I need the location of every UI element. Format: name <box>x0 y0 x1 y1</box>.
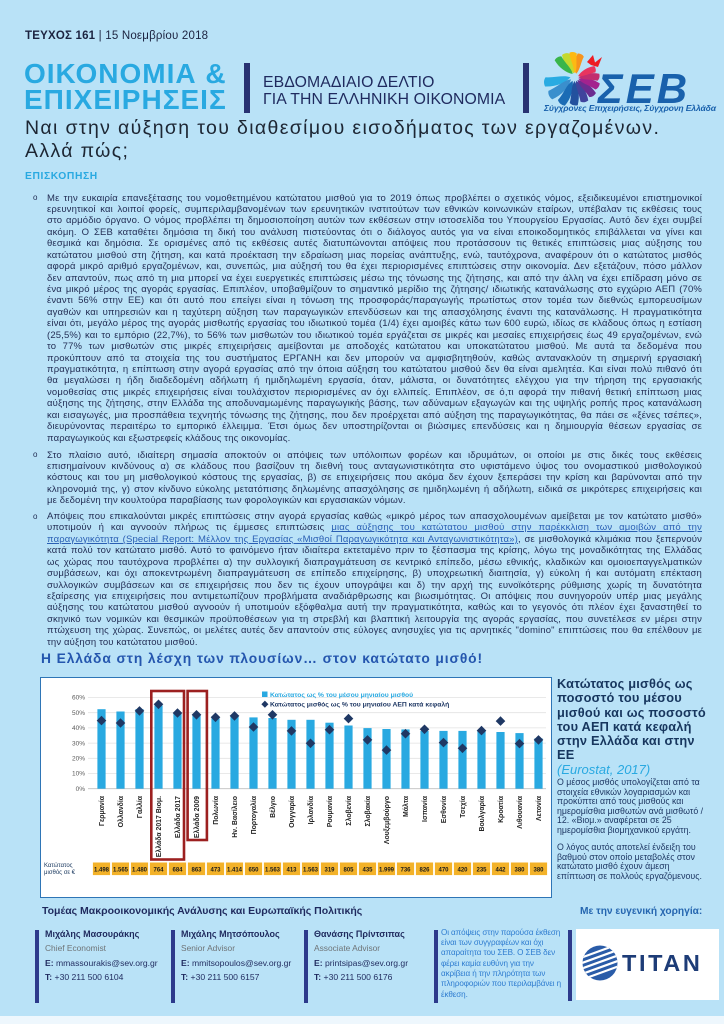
svg-text:Κατώτατος: Κατώτατος <box>44 863 73 869</box>
svg-text:Εσθονία: Εσθονία <box>441 795 448 823</box>
svg-text:1.480: 1.480 <box>132 868 148 874</box>
svg-text:736: 736 <box>400 868 411 874</box>
svg-text:380: 380 <box>533 868 544 874</box>
svg-text:TITAN: TITAN <box>622 950 702 976</box>
svg-text:826: 826 <box>419 868 430 874</box>
svg-text:Πορτογαλία: Πορτογαλία <box>250 795 258 834</box>
svg-text:805: 805 <box>343 868 354 874</box>
svg-text:Μάλτα: Μάλτα <box>402 795 410 817</box>
svg-text:ΣΕΒ: ΣΕΒ <box>597 65 690 112</box>
svg-text:Ολλανδία: Ολλανδία <box>117 795 125 827</box>
svg-text:Ρουμανία: Ρουμανία <box>327 795 334 827</box>
svg-text:Λετονία: Λετονία <box>536 795 543 821</box>
svg-text:1.999: 1.999 <box>379 868 395 874</box>
svg-text:470: 470 <box>438 868 449 874</box>
svg-text:1.414: 1.414 <box>227 868 243 874</box>
svg-text:Γερμανία: Γερμανία <box>99 795 106 826</box>
svg-text:Ιρλανδία: Ιρλανδία <box>307 795 315 824</box>
svg-text:40%: 40% <box>72 725 85 732</box>
svg-text:Πολωνία: Πολωνία <box>212 795 220 825</box>
svg-text:863: 863 <box>191 868 202 874</box>
svg-text:50%: 50% <box>72 710 85 717</box>
svg-text:Λουξεμβούργο: Λουξεμβούργο <box>384 796 391 844</box>
svg-text:Κατώτατος ως % του μέσου μηνια: Κατώτατος ως % του μέσου μηνιαίου μισθού <box>270 692 413 699</box>
svg-text:1.563: 1.563 <box>265 868 281 874</box>
svg-text:764: 764 <box>153 868 164 874</box>
svg-text:235: 235 <box>476 868 487 874</box>
svg-text:Λιθουανία: Λιθουανία <box>517 795 524 828</box>
svg-text:Βουλγαρία: Βουλγαρία <box>478 795 486 831</box>
svg-text:Κατώτατος μισθός ως % του μηνι: Κατώτατος μισθός ως % του μηνιαίου ΑΕΠ κ… <box>270 701 449 709</box>
svg-text:Ελλάδα 2009: Ελλάδα 2009 <box>193 796 201 838</box>
svg-text:1.563: 1.563 <box>303 868 319 874</box>
svg-text:30%: 30% <box>72 740 85 747</box>
svg-text:Ουγγαρία: Ουγγαρία <box>289 795 296 827</box>
svg-text:1.498: 1.498 <box>94 868 110 874</box>
svg-text:0%: 0% <box>76 786 86 793</box>
svg-text:Κροατία: Κροατία <box>498 795 505 823</box>
svg-text:650: 650 <box>248 868 259 874</box>
svg-text:Ην. Βασίλειο: Ην. Βασίλειο <box>231 796 239 838</box>
svg-text:10%: 10% <box>72 771 85 778</box>
svg-text:420: 420 <box>457 868 468 874</box>
svg-text:Σλοβενία: Σλοβενία <box>345 795 353 825</box>
svg-text:Ελλάδα 2017: Ελλάδα 2017 <box>174 796 182 838</box>
svg-text:319: 319 <box>324 868 335 874</box>
svg-text:Τσεχία: Τσεχία <box>460 795 467 818</box>
svg-text:473: 473 <box>210 868 221 874</box>
svg-text:413: 413 <box>286 868 297 874</box>
svg-text:20%: 20% <box>72 756 85 763</box>
svg-text:Βέλγιο: Βέλγιο <box>269 796 277 818</box>
svg-text:Σλοβακία: Σλοβακία <box>364 795 372 826</box>
svg-text:1.565: 1.565 <box>113 868 129 874</box>
svg-text:435: 435 <box>362 868 373 874</box>
svg-text:Γαλλία: Γαλλία <box>136 795 144 818</box>
svg-text:442: 442 <box>495 868 506 874</box>
svg-text:Ελλάδα 2017 Βιομ.: Ελλάδα 2017 Βιομ. <box>155 796 163 857</box>
svg-text:684: 684 <box>172 868 183 874</box>
svg-text:60%: 60% <box>72 695 85 702</box>
svg-text:Ισπανία: Ισπανία <box>422 795 429 822</box>
svg-text:380: 380 <box>514 868 525 874</box>
svg-text:μισθός σε €: μισθός σε € <box>44 869 76 876</box>
